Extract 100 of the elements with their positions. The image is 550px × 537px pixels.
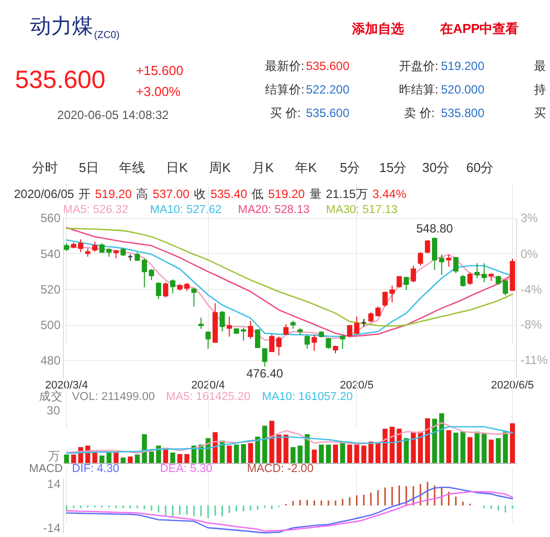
bar (418, 432, 423, 463)
text: MA5: 161425.20 (166, 391, 250, 403)
text: 周K (209, 160, 232, 175)
bar (326, 444, 331, 463)
bar (425, 418, 430, 463)
bar (156, 446, 162, 463)
text: 日K (166, 160, 188, 175)
text: 30 (46, 404, 60, 418)
y-tick-label: 520 (40, 282, 61, 296)
bar (184, 454, 190, 463)
text: DEA: 5.30 (160, 463, 212, 475)
candlestick (142, 258, 148, 288)
text: 30分 (422, 160, 450, 175)
candlestick (226, 316, 232, 337)
bar (134, 454, 140, 463)
candlestick (410, 265, 416, 283)
y-tick-label: 500 (40, 318, 61, 332)
text: VOL: 211499.00 (72, 391, 155, 403)
bar (502, 432, 508, 463)
text: 动力煤 (30, 15, 93, 38)
candlestick (396, 276, 402, 288)
candlestick (312, 334, 317, 352)
bar (226, 446, 232, 463)
candlestick (220, 310, 225, 332)
candlestick (198, 317, 204, 330)
bar (120, 458, 126, 463)
text: 535.800 (441, 106, 485, 120)
bar (212, 432, 218, 463)
bar (347, 444, 352, 463)
x-tick-label: 2020/3/4 (45, 380, 88, 392)
annotation: 476.40 (246, 366, 284, 381)
candlestick (269, 334, 274, 353)
bar (248, 443, 254, 463)
bar (390, 426, 395, 463)
bar (318, 444, 324, 463)
text: +3.00% (136, 84, 181, 99)
candlestick (340, 334, 346, 350)
text: +15.600 (136, 63, 184, 78)
y-tick-label: 14 (47, 477, 61, 492)
bar (191, 446, 196, 463)
text: 5日 (78, 160, 100, 175)
bar (298, 446, 303, 463)
bar (460, 432, 466, 463)
bar (149, 452, 154, 463)
y2-tick-label: 3% (520, 211, 538, 226)
candlestick (482, 262, 487, 283)
candlestick (170, 278, 176, 294)
text: 520.000 (441, 82, 485, 96)
bar (255, 436, 260, 463)
bar (262, 426, 268, 463)
candlestick (460, 274, 466, 288)
text: 万 (48, 449, 60, 463)
bar (99, 456, 104, 463)
candlestick (92, 241, 98, 252)
candlestick (156, 282, 162, 300)
text: 535.600 (306, 59, 350, 73)
bar (170, 452, 176, 463)
candlestick (276, 336, 282, 356)
text: (ZC0) (94, 30, 120, 41)
text: 卖 价: (404, 106, 435, 120)
bar (106, 452, 112, 463)
candlestick (404, 276, 409, 291)
candlestick (474, 262, 480, 279)
bar (142, 434, 147, 463)
text: MACD: -2.00 (247, 463, 314, 475)
text: 最新价: (265, 59, 304, 73)
bar (241, 444, 246, 463)
bar (114, 452, 119, 463)
text: 年线 (119, 160, 145, 175)
bar (304, 434, 310, 463)
candlestick (148, 268, 154, 281)
bar (410, 432, 416, 463)
bar (354, 444, 360, 463)
bar (128, 456, 133, 463)
bar (177, 454, 182, 463)
text: 开盘价: (399, 59, 438, 73)
text: MA5: 526.32 (63, 204, 128, 216)
text: 年K (295, 160, 318, 175)
y2-tick-label: -4% (520, 282, 542, 297)
text: 在APP中查看 (439, 21, 519, 36)
text: 添加自选 (351, 21, 404, 36)
bar (382, 428, 388, 463)
bar (396, 428, 402, 463)
text: 昨结算: (399, 82, 438, 96)
text: 结算价: (265, 82, 304, 96)
candlestick (205, 330, 211, 350)
bar (340, 442, 346, 463)
bar (361, 446, 366, 463)
bar (446, 430, 452, 463)
text: 月K (252, 160, 274, 175)
x-tick-label: 2020/4 (191, 380, 225, 392)
bar (468, 437, 472, 463)
candlestick (248, 320, 254, 340)
candlestick (304, 334, 310, 350)
y2-tick-label: 0% (520, 246, 538, 261)
text: 522.200 (306, 82, 350, 96)
y2-tick-label: -11% (520, 353, 548, 368)
bar (376, 442, 380, 463)
candlestick (382, 291, 388, 308)
text: 519.200 (441, 59, 485, 73)
